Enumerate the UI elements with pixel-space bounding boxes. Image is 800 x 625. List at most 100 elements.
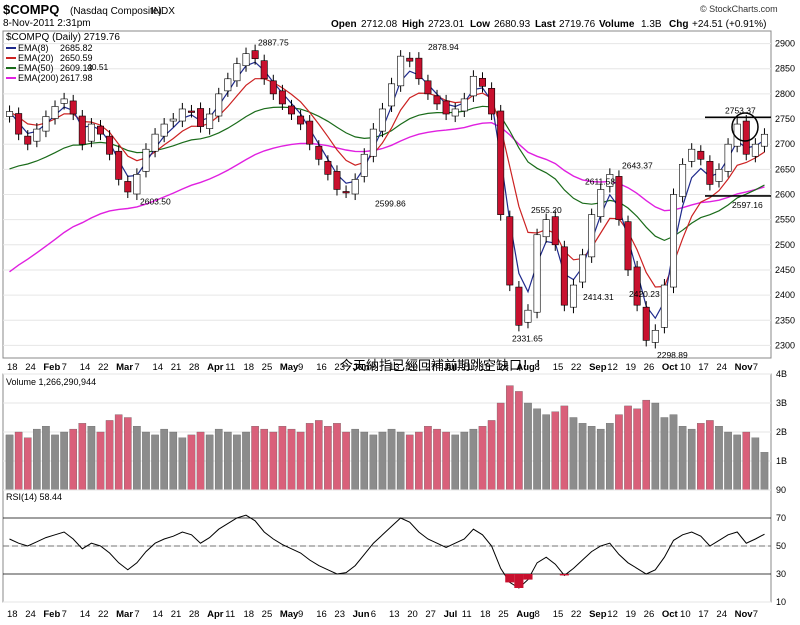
candle <box>433 89 441 110</box>
x-tick-label: Oct <box>662 609 679 620</box>
candle <box>460 92 468 118</box>
x-tick-label: 24 <box>716 609 727 620</box>
candle <box>187 104 195 118</box>
volume-bar <box>142 431 150 491</box>
rsi-oversold-fill <box>559 574 569 576</box>
candle <box>624 215 632 276</box>
volume-bar <box>487 420 496 491</box>
candle <box>760 128 768 153</box>
candle <box>515 281 523 332</box>
candle <box>260 54 268 85</box>
x-tick-label: Jul <box>444 609 458 620</box>
price-legend: $COMPQ (Daily) 2719.76 EMA(8) 2685.82 EM… <box>6 32 120 83</box>
volume-bar <box>196 431 205 491</box>
candle <box>697 145 705 166</box>
volume-bar <box>78 423 87 491</box>
candle <box>169 113 177 128</box>
candle <box>642 301 650 347</box>
last-label: Last <box>535 19 556 30</box>
rsi-line <box>9 514 765 589</box>
x-tick-label: 24 <box>25 362 36 373</box>
candle <box>442 94 450 121</box>
price-point-label: 2611.58 <box>585 177 615 187</box>
x-tick-label: 16 <box>316 362 327 373</box>
low-value: 2680.93 <box>494 19 531 30</box>
volume-bar <box>669 414 678 491</box>
volume-bar <box>5 434 14 491</box>
ema50-line <box>9 105 765 242</box>
volume-bar <box>69 428 78 491</box>
volume-bar <box>133 426 141 491</box>
candle <box>388 77 396 112</box>
candle <box>6 105 14 123</box>
open-value: 2712.08 <box>361 19 398 30</box>
x-tick-label: 21 <box>171 362 182 373</box>
gap-highlight-circle <box>731 112 759 142</box>
ema20-line <box>9 78 765 288</box>
candle <box>469 70 477 102</box>
rsi-tick-label: 90 <box>776 485 786 495</box>
x-tick-label: Nov <box>735 609 754 620</box>
candle <box>451 102 459 123</box>
candle <box>224 72 232 97</box>
volume-bar <box>14 431 23 491</box>
legend-ema50-label: EMA(50) <box>18 63 54 73</box>
candle <box>397 50 405 92</box>
x-tick-label: May <box>280 362 299 373</box>
legend-ema50-value: 2609.13 <box>60 63 93 73</box>
x-tick-label: 7 <box>753 362 758 373</box>
x-tick-label: Mar <box>116 609 133 620</box>
volume-bar <box>424 426 432 491</box>
x-tick-label: Jun <box>353 609 370 620</box>
volume-bar <box>114 414 123 491</box>
rsi-panel: 10 30 50 70 90 RSI(14) 58.44 <box>2 485 786 607</box>
legend-ema20-label: EMA(20) <box>18 53 54 63</box>
candle <box>679 158 687 203</box>
x-tick-label: Sep <box>589 609 607 620</box>
candle <box>579 248 587 289</box>
price-point-label: 2298.89 <box>657 350 688 360</box>
candle <box>288 99 295 121</box>
index-name: (Nasdaq Composite) <box>70 6 162 17</box>
x-tick-label: 15 <box>553 362 564 373</box>
volume-bar <box>42 426 50 491</box>
volume-bar <box>169 431 178 491</box>
rsi-oversold-fill <box>505 574 515 583</box>
x-tick-label: 12 <box>607 362 618 373</box>
volume-bar <box>251 426 259 491</box>
volume-bar <box>542 414 550 491</box>
candle <box>215 87 223 123</box>
x-tick-label: 16 <box>316 609 327 620</box>
x-tick-label: 22 <box>98 362 109 373</box>
candle <box>160 118 168 143</box>
x-tick-label: 11 <box>225 609 235 620</box>
volume-bar <box>733 434 741 491</box>
volume-bar <box>160 428 168 491</box>
volume-bar <box>715 426 723 491</box>
quote-bar: Open 2712.08 High 2723.01 Low 2680.93 La… <box>331 19 767 30</box>
candle <box>142 143 150 178</box>
x-tick-label: 20 <box>407 362 418 373</box>
price-tick-label: 2350 <box>775 315 795 325</box>
candle <box>333 165 341 196</box>
volume-bar <box>442 431 450 491</box>
x-tick-label: Feb <box>43 362 60 373</box>
x-tick-label: 20 <box>407 609 418 620</box>
x-tick-label: 13 <box>389 609 400 620</box>
candle <box>78 109 86 151</box>
volume-bar <box>333 423 341 491</box>
price-tick-label: 2400 <box>775 290 795 300</box>
x-tick-label: 8 <box>535 362 540 373</box>
x-tick-label: 8 <box>535 609 540 620</box>
rsi-xaxis: 18 24 Feb 7 14 22 Mar 7 14 21 28 Apr 11 18 25 May 9 16 23 J… <box>7 609 758 620</box>
x-tick-label: 6 <box>371 609 376 620</box>
volume-bar <box>123 417 132 491</box>
x-tick-label: 7 <box>62 362 67 373</box>
candle <box>351 173 359 201</box>
x-tick-label: 14 <box>80 362 91 373</box>
candle <box>51 100 59 125</box>
price-tick-label: 2750 <box>775 114 795 124</box>
volume-bar <box>578 423 587 491</box>
price-point-label: 2878.94 <box>428 42 459 52</box>
